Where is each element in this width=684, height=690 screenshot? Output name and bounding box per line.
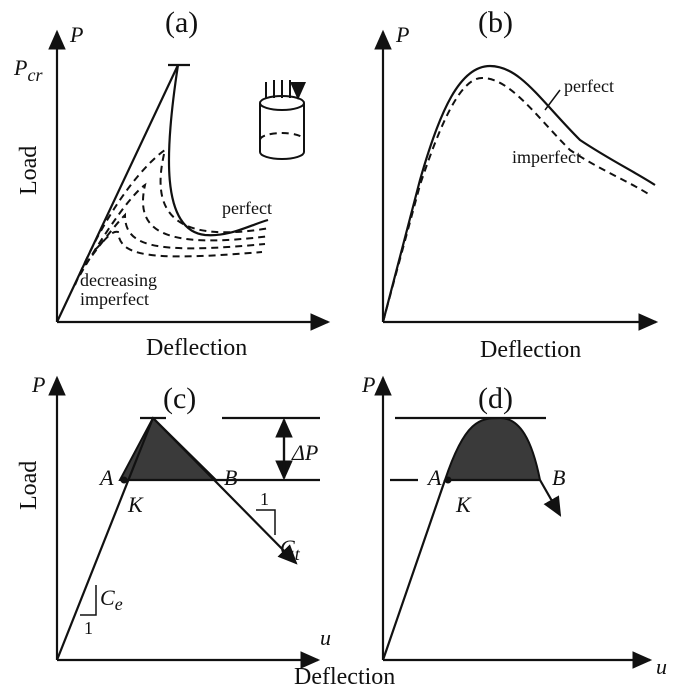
x-axis-title: Deflection bbox=[294, 664, 395, 690]
point-k-label: K bbox=[455, 492, 472, 517]
panel-a: (a) P Pcr Load Deflection perfect decrea… bbox=[13, 6, 328, 361]
figure: (a) P Pcr Load Deflection perfect decrea… bbox=[0, 0, 684, 690]
cylinder-icon bbox=[260, 80, 304, 159]
point-a-label: A bbox=[426, 465, 442, 490]
delta-p-label: ΔP bbox=[291, 440, 318, 465]
imperfect-annotation: imperfect bbox=[512, 147, 581, 167]
imperfect-curve bbox=[383, 78, 650, 322]
slope-run: 1 bbox=[84, 618, 93, 638]
panel-d: (d) P A B K u bbox=[361, 372, 667, 679]
p-cr-base: P bbox=[13, 55, 27, 80]
slope-triangle bbox=[80, 585, 96, 615]
x-axis-title: Deflection bbox=[146, 335, 247, 361]
imperfect-curve bbox=[95, 232, 262, 257]
shaded-region bbox=[445, 418, 540, 480]
x-axis-symbol: u bbox=[320, 625, 331, 650]
p-cr-label: Pcr bbox=[13, 55, 43, 85]
x-axis-symbol: u bbox=[656, 654, 667, 679]
slope-e-label: Ce bbox=[100, 585, 123, 614]
slope-sub: e bbox=[115, 594, 123, 614]
leader-line bbox=[545, 90, 560, 110]
perfect-curve bbox=[383, 66, 655, 322]
perfect-annotation: perfect bbox=[222, 198, 272, 218]
imperfect-annotation: imperfect bbox=[80, 289, 149, 309]
p-cr-sub: cr bbox=[27, 65, 43, 85]
panel-label: (d) bbox=[478, 382, 513, 415]
elastic-line bbox=[57, 418, 153, 660]
point-a-label: A bbox=[98, 465, 114, 490]
point-a bbox=[445, 477, 452, 484]
slope-run: 1 bbox=[260, 489, 269, 509]
slope-base: C bbox=[280, 535, 295, 560]
panel-b: (b) P perfect imperfect Deflection bbox=[383, 6, 656, 363]
shaded-region bbox=[120, 418, 216, 480]
y-axis-symbol: P bbox=[395, 22, 409, 47]
elastic-line bbox=[383, 480, 445, 660]
panel-c: (c) P Load A B K ΔP 1 Ct 1 Ce u Deflecti… bbox=[16, 372, 395, 690]
slope-sub: t bbox=[295, 544, 301, 564]
y-axis-symbol: P bbox=[31, 372, 45, 397]
y-axis-symbol: P bbox=[69, 22, 83, 47]
point-b-label: B bbox=[552, 465, 565, 490]
softening-line bbox=[153, 418, 296, 563]
x-axis-title: Deflection bbox=[480, 337, 581, 363]
slope-t-label: Ct bbox=[280, 535, 301, 564]
point-b-label: B bbox=[224, 465, 237, 490]
y-axis-title: Load bbox=[16, 146, 42, 195]
panel-label: (a) bbox=[165, 6, 198, 39]
point-a bbox=[121, 477, 128, 484]
panel-label: (c) bbox=[163, 382, 196, 415]
panel-label: (b) bbox=[478, 6, 513, 39]
point-k-label: K bbox=[127, 492, 144, 517]
y-axis-title: Load bbox=[16, 461, 42, 510]
y-axis-symbol: P bbox=[361, 372, 375, 397]
slope-base: C bbox=[100, 585, 115, 610]
perfect-annotation: perfect bbox=[564, 76, 614, 96]
imperfect-annotation: decreasing bbox=[80, 270, 157, 290]
